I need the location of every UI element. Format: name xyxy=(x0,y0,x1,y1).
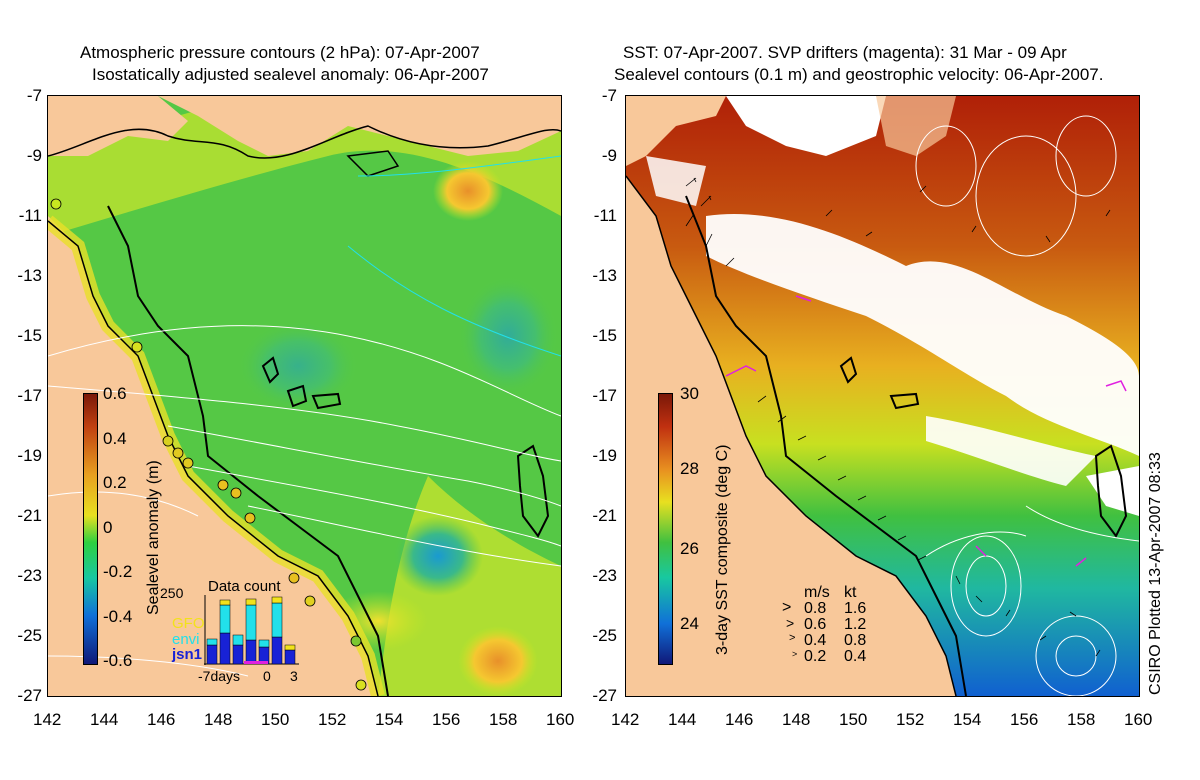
sst-tick-1: 28 xyxy=(680,459,699,478)
inset-x-label-zero: 0 xyxy=(263,668,271,684)
left-ytick: -21 xyxy=(17,506,42,525)
velocity-legend: m/s kt > 0.8 1.6 > 0.6 1.2 > 0.4 0.8 > 0… xyxy=(780,585,890,670)
velocity-legend-header-kt: kt xyxy=(844,584,857,601)
right-xtick: 150 xyxy=(839,710,868,729)
sealevel-tick-0: 0.6 xyxy=(103,384,127,403)
velocity-legend-kt-0: 1.6 xyxy=(844,600,867,617)
left-ytick: -27 xyxy=(17,686,42,705)
sst-map xyxy=(626,96,1139,696)
sealevel-anomaly-map xyxy=(48,96,561,696)
sst-tick-0: 30 xyxy=(680,384,699,403)
vel-arrow-icon: > xyxy=(789,632,796,644)
left-ytick: -11 xyxy=(18,206,42,225)
sealevel-tick-2: 0.2 xyxy=(103,473,127,492)
left-ytick: -23 xyxy=(17,566,42,585)
right-ytick: -11 xyxy=(593,206,617,225)
left-title-line1: Atmospheric pressure contours (2 hPa): 0… xyxy=(80,43,480,62)
right-map-panel[interactable] xyxy=(625,95,1140,697)
left-xtick: 160 xyxy=(546,710,575,729)
velocity-legend-ms-1: 0.6 xyxy=(804,616,827,633)
right-ytick: -17 xyxy=(592,386,617,405)
left-ytick: -17 xyxy=(17,386,42,405)
inset-x-label-start: -7days xyxy=(198,668,241,684)
left-xtick: 152 xyxy=(318,710,347,729)
plot-credit-note: CSIRO Plotted 13-Apr-2007 08:33 xyxy=(1147,452,1164,695)
right-xtick: 144 xyxy=(668,710,697,729)
right-ytick: -13 xyxy=(592,266,617,285)
sealevel-tick-5: -0.4 xyxy=(103,607,133,626)
inset-series-jsn1: jsn1 xyxy=(172,646,203,663)
data-count-inset: Data count 250 GFO envi jsn1 -7days xyxy=(160,575,300,685)
right-title-line2: Sealevel contours (0.1 m) and geostrophi… xyxy=(614,65,1104,84)
right-ytick: -25 xyxy=(592,626,617,645)
right-xtick: 152 xyxy=(896,710,925,729)
inset-bars xyxy=(204,595,299,665)
right-xtick: 160 xyxy=(1124,710,1153,729)
left-title-line2: Isostatically adjusted sealevel anomaly:… xyxy=(92,65,489,84)
left-xtick: 154 xyxy=(375,710,404,729)
inset-x-label-end: 3 xyxy=(290,668,298,684)
left-ytick: -7 xyxy=(26,86,42,105)
left-ytick: -19 xyxy=(17,446,42,465)
sealevel-tick-3: 0 xyxy=(103,518,113,537)
right-xtick: 154 xyxy=(953,710,982,729)
left-xtick: 156 xyxy=(432,710,461,729)
inset-max-label: 250 xyxy=(160,585,184,601)
left-xtick: 142 xyxy=(33,710,62,729)
sealevel-tick-6: -0.6 xyxy=(103,651,133,670)
right-ytick: -23 xyxy=(592,566,617,585)
sst-tick-2: 26 xyxy=(680,539,699,558)
sealevel-tick-1: 0.4 xyxy=(103,429,127,448)
sealevel-colorbar xyxy=(83,393,98,665)
vel-arrow-icon: > xyxy=(782,599,792,616)
inset-series-envi: envi xyxy=(172,631,200,648)
velocity-legend-kt-1: 1.2 xyxy=(844,616,867,633)
right-ytick: -9 xyxy=(601,146,617,165)
velocity-legend-ms-3: 0.2 xyxy=(804,648,827,665)
left-xtick: 150 xyxy=(261,710,290,729)
right-xtick: 146 xyxy=(725,710,754,729)
right-title-line1: SST: 07-Apr-2007. SVP drifters (magenta)… xyxy=(623,43,1067,62)
velocity-legend-header-ms: m/s xyxy=(804,584,830,601)
sst-tick-3: 24 xyxy=(680,614,699,633)
left-ytick: -13 xyxy=(17,266,42,285)
left-xtick: 144 xyxy=(90,710,119,729)
sealevel-tick-4: -0.2 xyxy=(103,562,133,581)
velocity-legend-kt-3: 0.4 xyxy=(844,648,867,665)
left-ytick: -15 xyxy=(17,326,42,345)
left-ytick: -25 xyxy=(17,626,42,645)
right-xtick: 158 xyxy=(1067,710,1096,729)
right-ytick: -27 xyxy=(592,686,617,705)
right-ytick: -7 xyxy=(601,86,617,105)
right-ytick: -15 xyxy=(592,326,617,345)
right-xtick: 156 xyxy=(1010,710,1039,729)
velocity-legend-ms-2: 0.4 xyxy=(804,632,827,649)
right-xtick: 142 xyxy=(611,710,640,729)
left-map-panel[interactable] xyxy=(47,95,562,697)
left-xtick: 146 xyxy=(147,710,176,729)
vel-arrow-icon: > xyxy=(792,649,798,659)
vel-arrow-icon: > xyxy=(786,615,795,631)
left-xtick: 148 xyxy=(204,710,233,729)
velocity-legend-kt-2: 0.8 xyxy=(844,632,867,649)
sst-colorbar-label: 3-day SST composite (deg C) xyxy=(714,444,731,655)
right-xtick: 148 xyxy=(782,710,811,729)
left-ytick: -9 xyxy=(26,146,42,165)
inset-series-gfo: GFO xyxy=(172,615,205,632)
inset-title: Data count xyxy=(208,578,281,595)
right-ytick: -19 xyxy=(592,446,617,465)
right-ytick: -21 xyxy=(592,506,617,525)
left-xtick: 158 xyxy=(489,710,518,729)
velocity-legend-ms-0: 0.8 xyxy=(804,600,827,617)
sst-colorbar xyxy=(658,393,673,665)
